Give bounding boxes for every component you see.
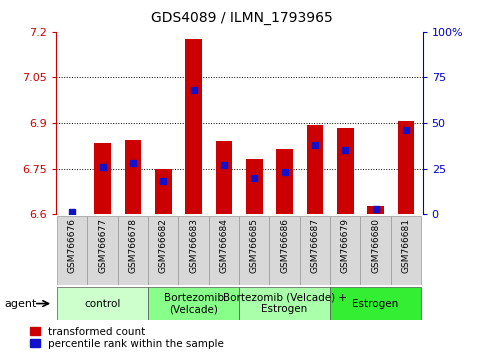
Bar	[185, 39, 202, 214]
Bar	[391, 216, 421, 285]
Bar	[57, 287, 148, 320]
Text: GSM766682: GSM766682	[159, 218, 168, 273]
Text: GSM766685: GSM766685	[250, 218, 259, 273]
Text: GSM766687: GSM766687	[311, 218, 319, 273]
Text: agent: agent	[5, 298, 37, 309]
Text: Bortezomib
(Velcade): Bortezomib (Velcade)	[164, 293, 224, 314]
Text: GSM766679: GSM766679	[341, 218, 350, 273]
Text: GSM766678: GSM766678	[128, 218, 137, 273]
Bar	[178, 216, 209, 285]
Text: GSM766686: GSM766686	[280, 218, 289, 273]
Legend: transformed count, percentile rank within the sample: transformed count, percentile rank withi…	[29, 326, 225, 350]
Text: GSM766676: GSM766676	[68, 218, 77, 273]
Text: control: control	[85, 298, 121, 309]
Bar	[360, 216, 391, 285]
Text: Estrogen: Estrogen	[353, 298, 399, 309]
Text: GSM766684: GSM766684	[219, 218, 228, 273]
Bar	[215, 141, 232, 214]
Bar	[337, 127, 354, 214]
Bar	[276, 149, 293, 214]
Bar	[307, 125, 323, 214]
Bar	[367, 206, 384, 214]
Text: Bortezomib (Velcade) +
Estrogen: Bortezomib (Velcade) + Estrogen	[223, 293, 347, 314]
Bar	[148, 216, 178, 285]
Bar	[148, 287, 239, 320]
Bar	[57, 216, 87, 285]
Bar	[270, 216, 300, 285]
Bar	[239, 216, 270, 285]
Bar	[209, 216, 239, 285]
Bar	[125, 140, 141, 214]
Bar	[94, 143, 111, 214]
Bar	[330, 287, 421, 320]
Text: GDS4089 / ILMN_1793965: GDS4089 / ILMN_1793965	[151, 11, 332, 25]
Text: GSM766683: GSM766683	[189, 218, 198, 273]
Bar	[398, 121, 414, 214]
Bar	[239, 287, 330, 320]
Bar	[330, 216, 360, 285]
Text: GSM766677: GSM766677	[98, 218, 107, 273]
Text: GSM766681: GSM766681	[401, 218, 411, 273]
Bar	[300, 216, 330, 285]
Bar	[155, 169, 171, 214]
Bar	[246, 159, 263, 214]
Text: GSM766680: GSM766680	[371, 218, 380, 273]
Bar	[118, 216, 148, 285]
Bar	[87, 216, 118, 285]
